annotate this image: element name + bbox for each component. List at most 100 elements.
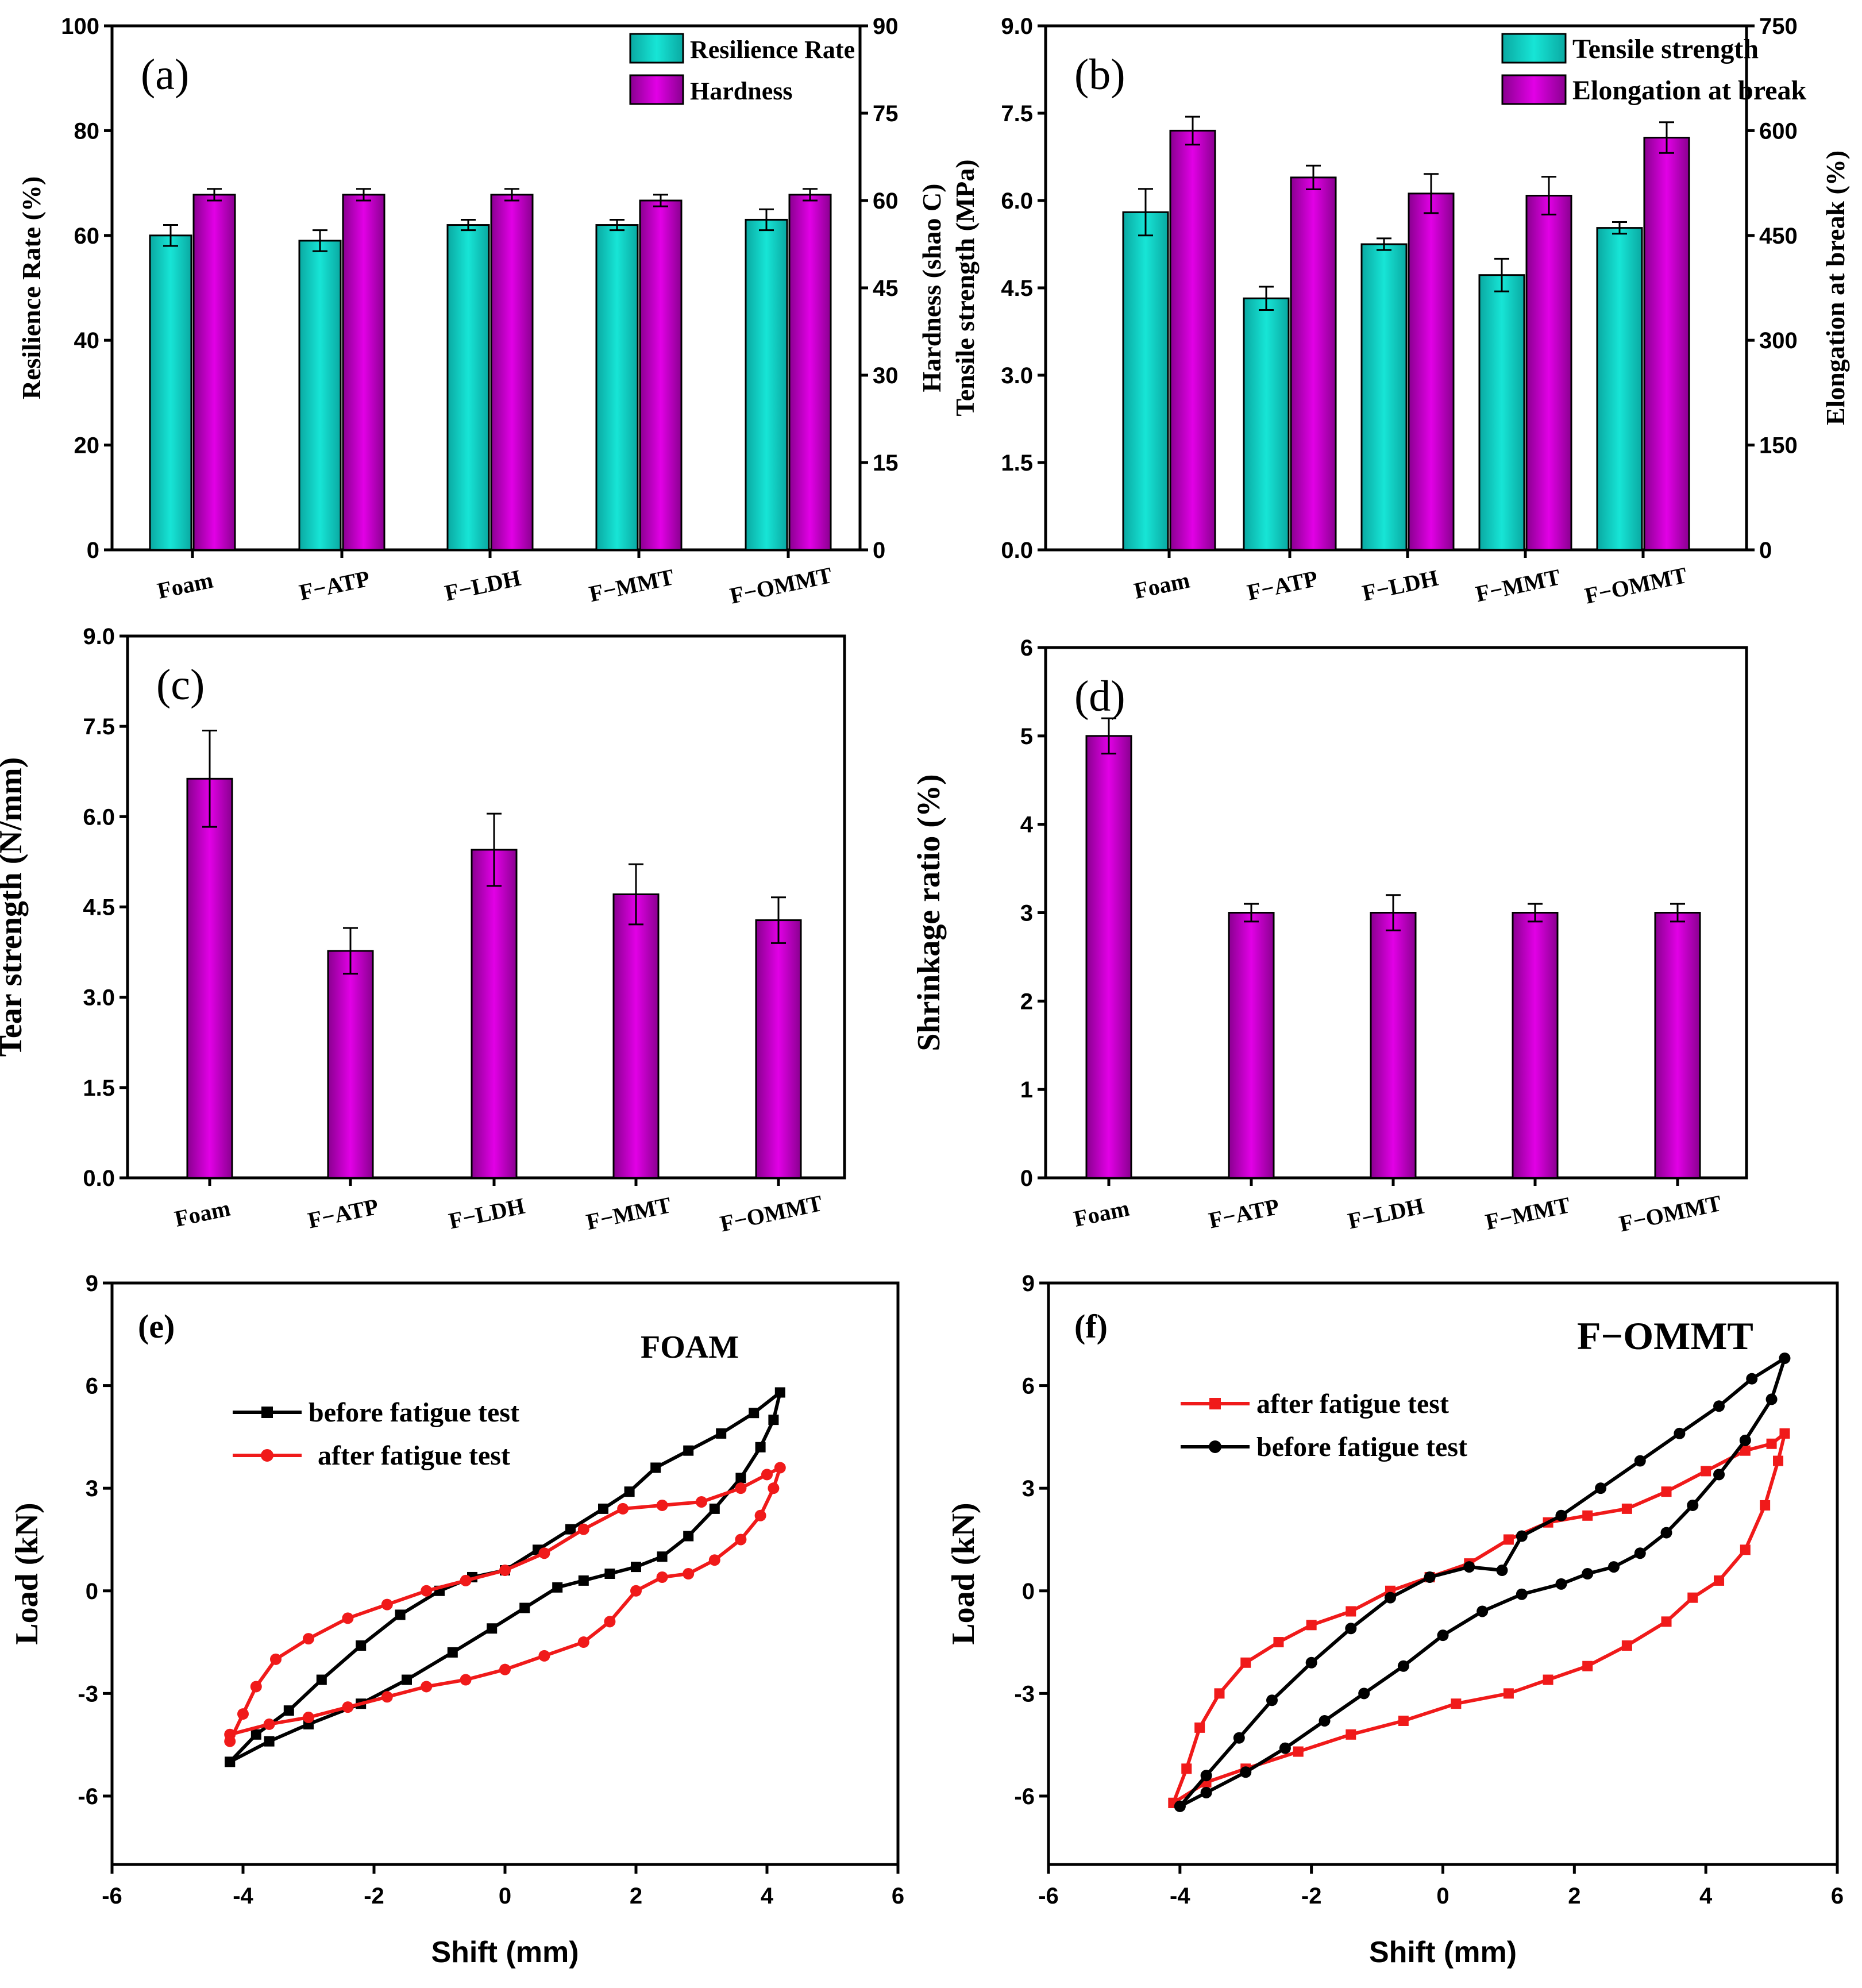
bar-shrinkage-ratio — [1228, 912, 1275, 1179]
y-right-tick-label: 75 — [873, 101, 899, 126]
data-point — [303, 1633, 314, 1645]
y-tick-label: 3 — [1022, 1476, 1035, 1501]
data-point — [1358, 1688, 1370, 1700]
bar-tear-strength — [612, 893, 660, 1179]
data-point — [519, 1602, 530, 1613]
legend-label: Tensile strength — [1572, 34, 1759, 64]
data-point — [1516, 1530, 1528, 1542]
data-point — [1760, 1500, 1771, 1511]
data-point — [1477, 1605, 1489, 1617]
panel-label: (b) — [1074, 51, 1125, 99]
data-point — [1740, 1544, 1751, 1555]
data-point — [283, 1705, 294, 1716]
data-point — [761, 1469, 773, 1481]
x-category-label: F−MMT — [1483, 1192, 1572, 1235]
bar-resilience-rate — [745, 218, 788, 551]
data-point — [381, 1598, 393, 1611]
y-tick-label: 7.5 — [83, 714, 115, 739]
data-point — [1740, 1445, 1751, 1456]
data-point — [768, 1415, 779, 1425]
y-right-tick-label: 450 — [1759, 224, 1798, 249]
x-category-label: F−OMMT — [718, 1190, 824, 1237]
panel-b: Foam F−ATP F−LDH F−MMT F−OMMT 0.0 1.5 3.0 4.5 6.0… — [950, 14, 1850, 609]
data-point — [1273, 1637, 1284, 1648]
bar-shrinkage-ratio — [1085, 735, 1132, 1179]
legend-label: before fatigue test — [309, 1397, 519, 1428]
data-point — [538, 1650, 550, 1662]
y-axis-label: Shrinkage ratio (%) — [911, 774, 947, 1051]
bar-shrinkage-ratio — [1370, 912, 1417, 1179]
data-point — [1582, 1568, 1594, 1579]
x-tick-label: 0 — [1436, 1883, 1449, 1909]
data-point — [395, 1609, 406, 1620]
data-point — [1766, 1438, 1777, 1449]
data-point — [656, 1571, 668, 1583]
data-point — [1496, 1565, 1508, 1577]
y-tick-label: 6 — [1020, 635, 1033, 661]
x-category-label: F−ATP — [306, 1193, 381, 1234]
data-point — [696, 1496, 707, 1508]
data-point — [1240, 1657, 1251, 1668]
data-point — [604, 1569, 615, 1579]
data-point — [1503, 1534, 1514, 1545]
bar-elongation-at-break — [1643, 137, 1690, 551]
data-point — [1582, 1660, 1593, 1671]
data-point — [1384, 1592, 1396, 1604]
data-point — [650, 1462, 661, 1473]
data-point — [1398, 1715, 1409, 1726]
bar-tensile-strength — [1478, 274, 1525, 551]
data-point — [381, 1691, 393, 1703]
panel-label: (d) — [1074, 672, 1125, 721]
data-point — [735, 1473, 746, 1484]
y-tick-label: -3 — [78, 1681, 98, 1706]
data-point — [421, 1585, 433, 1597]
data-point — [1634, 1547, 1646, 1559]
y-tick-label: 2 — [1020, 989, 1033, 1014]
y-tick-label: 100 — [61, 14, 99, 39]
data-point — [630, 1585, 642, 1597]
x-tick-label: -6 — [1038, 1883, 1059, 1909]
data-point — [708, 1554, 720, 1566]
data-point — [1397, 1660, 1409, 1672]
y-axis-label-right: Elongation at break (%) — [1821, 151, 1850, 425]
x-tick-label: -2 — [1301, 1883, 1322, 1909]
data-point — [237, 1708, 249, 1720]
x-axis-label: Shift (mm) — [1369, 1936, 1517, 1969]
data-point — [683, 1445, 694, 1456]
x-category-label: F−MMT — [584, 1192, 673, 1235]
x-category-label: F−LDH — [446, 1193, 527, 1234]
data-point — [1233, 1732, 1245, 1744]
data-point — [1687, 1592, 1698, 1603]
data-point — [1345, 1623, 1357, 1635]
data-point — [1661, 1486, 1672, 1497]
data-point — [1714, 1575, 1725, 1586]
legend-swatch — [1501, 74, 1567, 105]
data-point — [499, 1663, 511, 1675]
bar-shrinkage-ratio — [1654, 912, 1701, 1179]
y-tick-label: 40 — [74, 328, 100, 353]
x-tick-label: 2 — [630, 1883, 642, 1909]
data-point — [578, 1575, 589, 1586]
bar-elongation-at-break — [1525, 194, 1572, 551]
data-point — [617, 1502, 629, 1515]
y-tick-label: 5 — [1020, 724, 1033, 749]
sample-annotation: F−OMMT — [1577, 1314, 1753, 1358]
x-tick-label: 6 — [1831, 1883, 1844, 1909]
x-tick-label: -4 — [233, 1883, 253, 1909]
y-right-tick-label: 300 — [1759, 328, 1798, 353]
y-right-tick-label: 0 — [873, 538, 885, 563]
y-tick-label: 0 — [86, 1579, 98, 1604]
y-tick-label: 1 — [1020, 1077, 1033, 1103]
x-tick-label: 4 — [761, 1883, 774, 1909]
panel-label: (a) — [141, 51, 189, 99]
data-point — [1765, 1393, 1778, 1405]
panel-a: Foam F−ATP F−LDH F−MMT F−OMMT 0 20 40 60 80 100 0 15… — [17, 14, 946, 609]
data-point — [1240, 1766, 1252, 1778]
legend-label: after fatigue test — [318, 1440, 510, 1471]
y-tick-label: 3 — [1020, 901, 1033, 926]
data-point — [577, 1523, 589, 1535]
x-tick-label: 0 — [499, 1883, 511, 1909]
data-point — [447, 1647, 458, 1658]
legend-marker — [261, 1407, 273, 1418]
